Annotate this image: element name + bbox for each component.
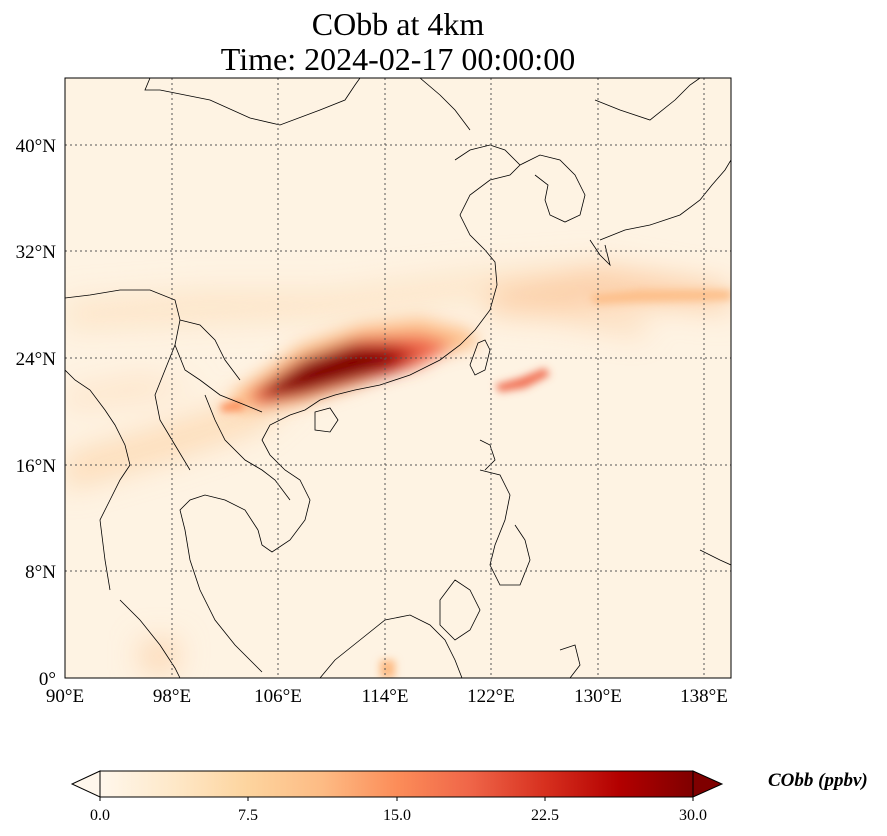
colorbar-min-extend (70, 770, 101, 798)
lat-tick-labels: 0° 8°N 16°N 24°N 32°N 40°N (16, 136, 57, 690)
concentration-field (65, 78, 731, 678)
map-subtitle-time: Time: 2024-02-17 00:00:00 (220, 41, 576, 77)
lat-tick-label: 16°N (16, 456, 57, 477)
colorbar-tick-label: 0.0 (90, 807, 110, 824)
lon-tick-labels: 90°E 98°E 106°E 114°E 122°E 130°E 138°E (46, 686, 728, 707)
lon-tick-label: 122°E (467, 686, 515, 707)
lon-tick-label: 114°E (362, 686, 409, 707)
lat-tick-label: 40°N (16, 136, 57, 157)
colorbar-tick-label: 7.5 (238, 807, 258, 824)
main-plume (230, 318, 480, 412)
lat-tick-label: 32°N (16, 242, 57, 263)
secondary-plumes (220, 290, 731, 678)
lat-tick-label: 0° (39, 669, 56, 690)
lon-tick-label: 130°E (574, 686, 622, 707)
map-frame (64, 77, 732, 679)
colorbar-gradient (99, 770, 694, 798)
lon-tick-label: 98°E (153, 686, 191, 707)
colorbar-max-extend (692, 770, 724, 798)
lon-tick-label: 90°E (46, 686, 84, 707)
gridlines (65, 78, 731, 678)
colorbar-label: CObb (ppbv) (768, 770, 868, 791)
lon-tick-label: 138°E (680, 686, 728, 707)
colorbar: 0.0 7.5 15.0 22.5 30.0 (70, 770, 724, 824)
coastlines (65, 78, 731, 678)
background-field (65, 78, 731, 678)
lon-tick-label: 106°E (254, 686, 302, 707)
lat-tick-label: 24°N (16, 349, 57, 370)
lat-tick-label: 8°N (25, 562, 56, 583)
colorbar-tick-label: 30.0 (679, 807, 707, 824)
colorbar-tick-label: 22.5 (531, 807, 559, 824)
map-title: CObb at 4km (311, 6, 485, 42)
colorbar-tick-label: 15.0 (383, 807, 411, 824)
